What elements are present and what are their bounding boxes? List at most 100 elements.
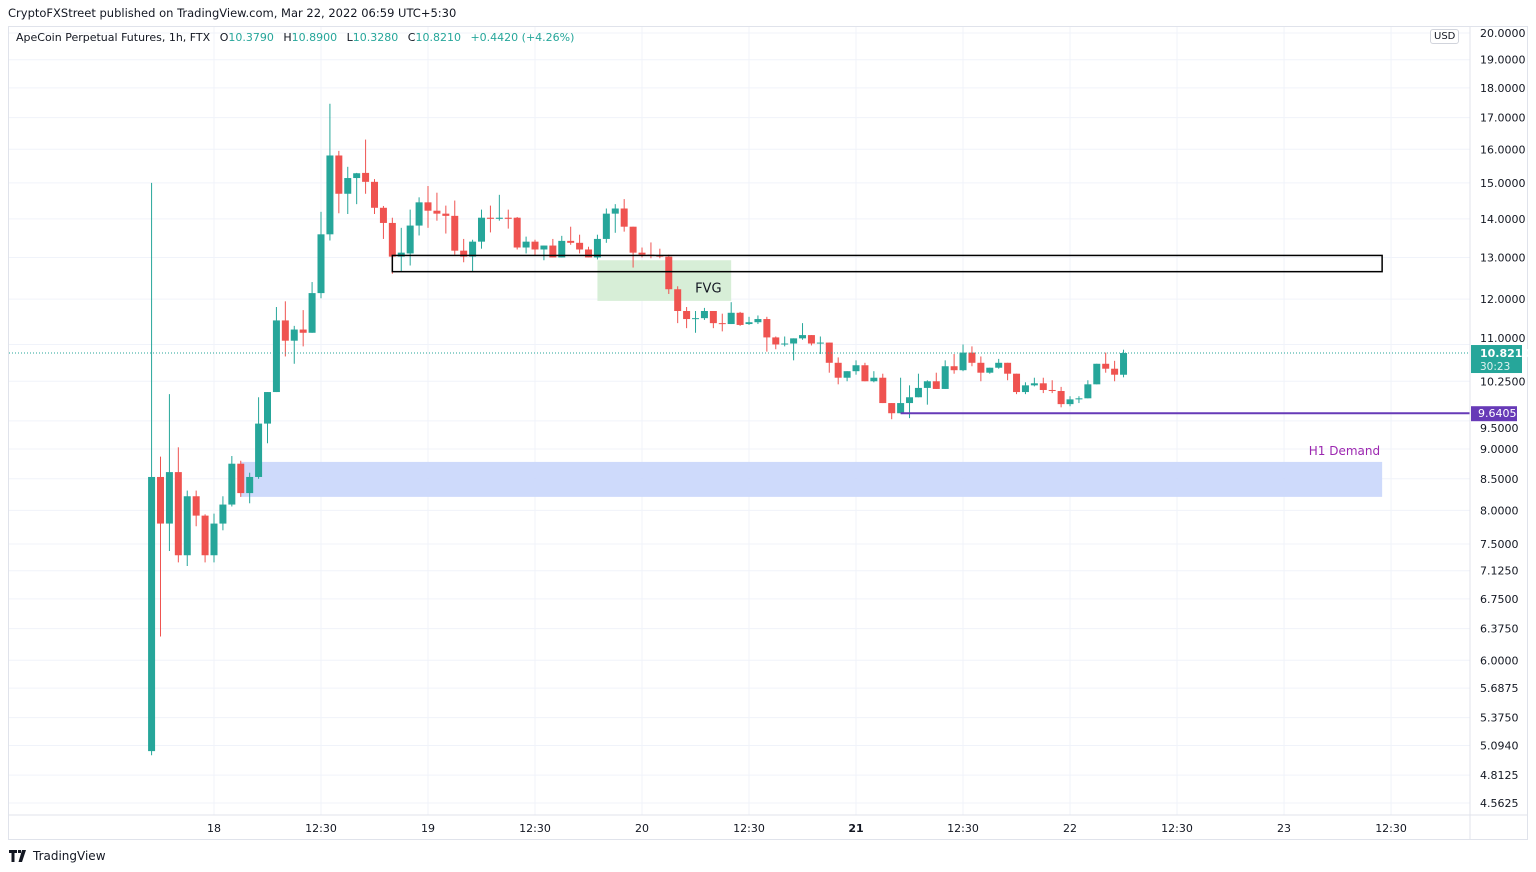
- candle-body: [165, 472, 173, 524]
- fvg-label: FVG: [695, 282, 721, 297]
- candle-body: [923, 381, 931, 388]
- chart-frame: [8, 26, 1528, 840]
- time-tick-label: 12:30: [305, 822, 337, 835]
- candle-body: [1004, 362, 1012, 374]
- candles: [148, 103, 1128, 756]
- candle-body: [326, 155, 334, 235]
- candle-body: [344, 178, 352, 194]
- candle-body: [718, 323, 726, 325]
- candle-body: [585, 249, 593, 258]
- time-axis[interactable]: 18 12:30 19 12:30 20 12:30 21 12:30 22 12:30 23 12:…: [207, 822, 1407, 835]
- candle-body: [843, 371, 851, 378]
- candle-body: [781, 343, 789, 345]
- candle-body: [950, 366, 958, 371]
- candle-body: [736, 312, 744, 325]
- candle-body: [264, 392, 272, 424]
- price-tick-label: 5.3750: [1480, 712, 1519, 725]
- candle-body: [816, 342, 824, 344]
- candle-body: [460, 250, 468, 257]
- candle-body: [540, 245, 548, 250]
- candle-body: [790, 338, 798, 344]
- candle-body: [255, 423, 263, 477]
- candle-body: [941, 366, 949, 389]
- candle-body: [228, 463, 236, 505]
- footer-brand[interactable]: TradingView: [9, 849, 106, 863]
- candle-body: [914, 387, 922, 398]
- time-tick-label: 12:30: [519, 822, 551, 835]
- candle-countdown: 30:23: [1480, 361, 1510, 373]
- time-tick-label: 12:30: [1375, 822, 1407, 835]
- candle-body: [1075, 398, 1083, 400]
- candle-body: [968, 352, 976, 363]
- price-tick-label: 14.0000: [1480, 213, 1526, 226]
- candle-body: [433, 210, 441, 214]
- time-tick-label: 12:30: [733, 822, 765, 835]
- time-tick-label: 19: [421, 822, 435, 835]
- price-tick-label: 9.5000: [1480, 422, 1519, 435]
- support-price-tag: [1471, 406, 1517, 422]
- price-tick-label: 17.0000: [1480, 112, 1526, 125]
- candle-body: [683, 310, 691, 320]
- candle-body: [486, 217, 494, 219]
- candle-body: [237, 463, 245, 494]
- last-price-tag: [1471, 345, 1522, 374]
- candle-body: [959, 352, 967, 371]
- candle-body: [986, 367, 994, 373]
- time-tick-label: 12:30: [1161, 822, 1193, 835]
- candle-body: [727, 312, 735, 325]
- time-tick-label: 23: [1277, 822, 1291, 835]
- candle-body: [1066, 399, 1074, 405]
- candle-body: [700, 310, 708, 319]
- candle-body: [1093, 363, 1101, 385]
- low-label: L: [346, 31, 353, 44]
- candle-body: [1030, 383, 1038, 386]
- candle-body: [371, 181, 379, 208]
- open-label: O: [219, 31, 229, 44]
- candle-body: [183, 496, 191, 556]
- candle-body: [763, 319, 771, 338]
- candle-body: [362, 172, 370, 182]
- candle-body: [1057, 391, 1065, 405]
- candle-body: [469, 241, 477, 257]
- last-price-value: 10.8210: [1480, 347, 1530, 360]
- candle-body: [504, 217, 512, 219]
- candle-body: [888, 403, 896, 414]
- candle-body: [772, 337, 780, 345]
- price-tick-label: 5.0940: [1480, 740, 1519, 753]
- candle-body: [1039, 383, 1047, 390]
- price-tick-label: 8.0000: [1480, 504, 1519, 517]
- candle-body: [478, 217, 486, 242]
- price-tick-label: 20.0000: [1480, 27, 1526, 40]
- candle-body: [799, 335, 807, 339]
- candle-body: [549, 245, 557, 258]
- tradingview-logo-icon: [9, 850, 26, 862]
- candle-body: [558, 240, 566, 258]
- candle-body: [406, 225, 414, 254]
- candle-body: [290, 329, 298, 341]
- price-tick-label: 7.1250: [1480, 565, 1519, 578]
- candle-body: [1111, 368, 1119, 375]
- candle-body: [709, 310, 717, 324]
- price-tick-label: 15.0000: [1480, 177, 1526, 190]
- price-axis[interactable]: 20.0000 19.0000 18.0000 17.0000 16.0000 15.00…: [1480, 27, 1526, 810]
- time-tick-label: 12:30: [947, 822, 979, 835]
- candle-body: [825, 342, 833, 363]
- candle-body: [834, 362, 842, 378]
- candle-body: [692, 318, 700, 320]
- candle-body: [415, 202, 423, 226]
- candle-body: [1084, 384, 1092, 399]
- symbol-legend: ApeCoin Perpetual Futures, 1h, FTX O10.3…: [16, 31, 576, 44]
- price-tick-label: 13.0000: [1480, 251, 1526, 264]
- candle-body: [495, 217, 503, 219]
- candle-body: [620, 208, 628, 227]
- change-value: +0.4420 (+4.26%): [470, 31, 575, 44]
- candle-body: [531, 241, 539, 250]
- time-tick-label: 18: [207, 822, 221, 835]
- candle-body: [1102, 363, 1110, 369]
- candle-body: [308, 293, 316, 333]
- price-tick-label: 8.5000: [1480, 473, 1519, 486]
- supply-zone-box: [391, 254, 1383, 273]
- currency-button[interactable]: USD: [1430, 29, 1460, 44]
